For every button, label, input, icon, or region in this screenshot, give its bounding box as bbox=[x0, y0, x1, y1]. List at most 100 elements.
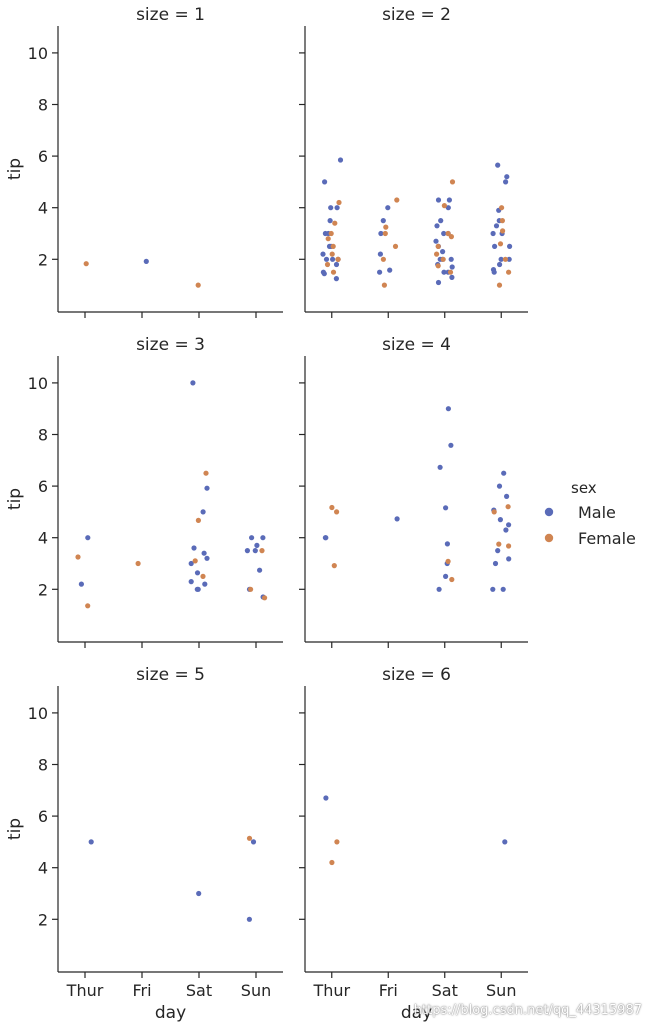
data-point-male bbox=[88, 839, 94, 845]
data-point-male bbox=[188, 560, 194, 567]
data-point-male bbox=[493, 223, 500, 229]
x-tick-label: Fri bbox=[379, 981, 398, 1000]
data-point-male bbox=[448, 442, 454, 448]
data-point-female bbox=[329, 504, 335, 511]
data-point-male bbox=[490, 230, 496, 237]
data-point-female bbox=[329, 859, 335, 866]
data-point-male bbox=[380, 218, 386, 224]
x-axis-label: day bbox=[401, 1003, 432, 1023]
data-point-male bbox=[322, 230, 328, 237]
data-point-male bbox=[257, 567, 263, 573]
data-point-male bbox=[321, 271, 327, 277]
data-point-male bbox=[506, 522, 512, 528]
data-point-male bbox=[503, 179, 509, 185]
data-point-female bbox=[332, 220, 338, 226]
x-tick-label: Sat bbox=[186, 981, 212, 1000]
data-point-male bbox=[437, 464, 443, 470]
data-point-male bbox=[377, 269, 383, 275]
data-point-male bbox=[498, 256, 504, 262]
data-point-female bbox=[502, 256, 508, 262]
data-point-male bbox=[385, 205, 391, 211]
data-point-male bbox=[200, 509, 206, 515]
data-point-male bbox=[394, 516, 400, 522]
y-tick-label: 6 bbox=[38, 477, 48, 496]
data-point-male bbox=[443, 573, 449, 580]
data-point-male bbox=[506, 556, 512, 562]
facet-title: size = 4 bbox=[382, 335, 451, 355]
data-point-male bbox=[143, 258, 149, 264]
data-point-male bbox=[503, 527, 509, 533]
legend-title: sex bbox=[571, 479, 597, 497]
data-point-male bbox=[249, 535, 255, 541]
data-point-male bbox=[497, 517, 503, 523]
facet-title: size = 6 bbox=[382, 665, 451, 685]
data-point-female bbox=[506, 269, 512, 275]
legend-label-female: Female bbox=[578, 529, 636, 548]
data-point-male bbox=[449, 264, 455, 270]
data-point-male bbox=[254, 542, 260, 549]
facet-title: size = 2 bbox=[382, 5, 451, 25]
data-point-male bbox=[191, 545, 197, 551]
data-point-male bbox=[320, 251, 326, 257]
data-point-male bbox=[504, 174, 510, 180]
data-point-female bbox=[440, 256, 446, 262]
data-point-female bbox=[192, 558, 198, 564]
data-point-female bbox=[83, 261, 89, 267]
data-point-female bbox=[499, 205, 505, 211]
data-point-male bbox=[492, 560, 499, 567]
data-point-male bbox=[204, 485, 210, 491]
data-point-male bbox=[436, 586, 442, 592]
data-point-male bbox=[377, 251, 383, 257]
data-point-female bbox=[449, 179, 456, 185]
data-point-female bbox=[334, 839, 340, 845]
x-tick-label: Sun bbox=[241, 981, 271, 1000]
data-point-female bbox=[491, 509, 497, 515]
data-point-male bbox=[333, 276, 339, 282]
data-point-male bbox=[495, 162, 501, 168]
data-point-male bbox=[195, 586, 201, 592]
data-point-male bbox=[445, 205, 451, 211]
data-point-female bbox=[435, 263, 441, 269]
data-point-male bbox=[435, 197, 442, 203]
data-point-female bbox=[259, 548, 265, 554]
data-point-female bbox=[448, 234, 454, 240]
data-point-female bbox=[334, 509, 340, 515]
data-point-male bbox=[246, 916, 252, 922]
data-point-male bbox=[440, 249, 446, 255]
data-point-male bbox=[449, 274, 455, 280]
y-tick-label: 4 bbox=[38, 859, 48, 878]
data-point-male bbox=[323, 256, 330, 262]
data-point-female bbox=[505, 504, 511, 510]
data-point-male bbox=[443, 505, 449, 511]
data-point-male bbox=[85, 535, 91, 541]
data-point-female bbox=[336, 199, 342, 206]
data-point-female bbox=[324, 261, 331, 268]
data-point-female bbox=[329, 251, 335, 257]
data-point-female bbox=[85, 603, 91, 609]
data-point-female bbox=[496, 282, 503, 288]
x-tick-label: Sun bbox=[486, 981, 516, 1000]
facet-title: size = 5 bbox=[136, 665, 205, 685]
data-point-male bbox=[492, 243, 498, 249]
data-point-male bbox=[500, 586, 506, 592]
y-tick-label: 2 bbox=[38, 250, 48, 269]
data-point-male bbox=[78, 581, 84, 587]
data-point-female bbox=[445, 558, 451, 565]
data-point-female bbox=[499, 218, 505, 224]
x-tick-label: Thur bbox=[312, 981, 350, 1000]
y-axis-label: tip bbox=[5, 818, 25, 840]
data-point-male bbox=[378, 230, 384, 237]
data-point-female bbox=[203, 470, 209, 476]
data-point-male bbox=[501, 470, 507, 476]
x-tick-label: Thur bbox=[66, 981, 104, 1000]
data-point-male bbox=[433, 238, 439, 244]
data-point-male bbox=[491, 269, 497, 275]
data-point-male bbox=[194, 570, 201, 576]
y-tick-label: 2 bbox=[38, 910, 48, 929]
x-tick-label: Fri bbox=[132, 981, 151, 1000]
data-point-female bbox=[447, 269, 454, 275]
data-point-male bbox=[190, 380, 196, 386]
y-tick-label: 10 bbox=[28, 374, 48, 393]
data-point-female bbox=[380, 256, 386, 262]
